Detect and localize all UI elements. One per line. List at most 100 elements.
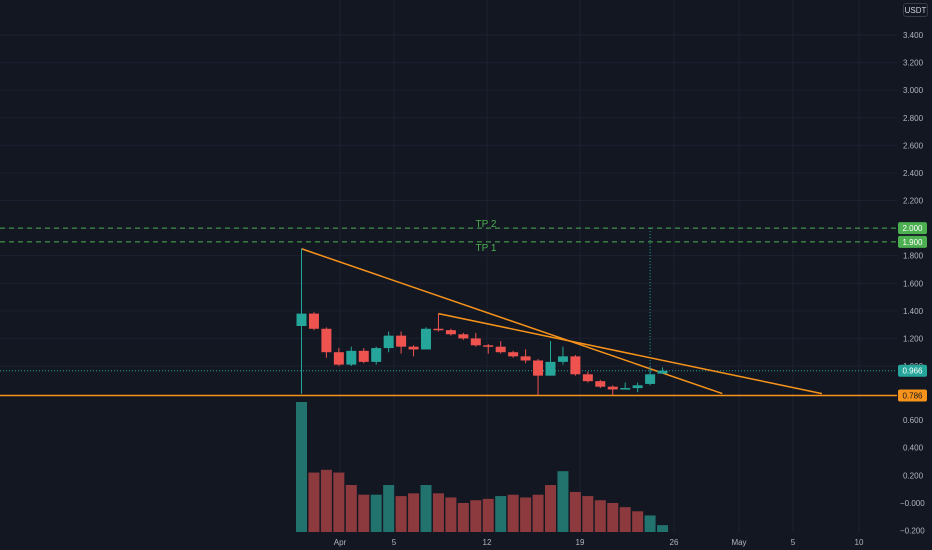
candle[interactable]	[483, 343, 494, 354]
candle[interactable]	[333, 348, 344, 366]
volume-bar	[445, 497, 457, 532]
trendlines[interactable]	[301, 248, 823, 395]
candle[interactable]	[308, 312, 319, 331]
candle[interactable]	[557, 346, 568, 365]
candle-body	[483, 345, 494, 347]
candles[interactable]	[296, 248, 668, 395]
price-tick-label: 1.200	[903, 334, 924, 343]
time-tick-label: 5	[392, 538, 397, 547]
trendline[interactable]	[301, 248, 723, 395]
candle[interactable]	[445, 328, 456, 336]
candle-body	[520, 356, 531, 361]
candle[interactable]	[595, 379, 606, 389]
volume-bar	[308, 472, 320, 532]
candle[interactable]	[607, 385, 618, 395]
time-tick-label: 5	[791, 538, 796, 547]
candle[interactable]	[358, 348, 369, 364]
candle[interactable]	[470, 332, 481, 347]
price-tick-label: 3.000	[903, 86, 924, 95]
candle[interactable]	[346, 346, 357, 366]
candle[interactable]	[533, 359, 544, 395]
volume-tick-label: 0.400	[903, 444, 924, 453]
current-price-badge: 0.966	[898, 364, 927, 377]
candle[interactable]	[645, 367, 656, 386]
candle-body	[533, 360, 544, 376]
candle[interactable]	[321, 327, 332, 358]
candle[interactable]	[383, 331, 394, 353]
price-tick-label: 2.800	[903, 114, 924, 123]
candle[interactable]	[545, 341, 556, 376]
candle[interactable]	[296, 248, 307, 394]
candle-body	[358, 350, 369, 362]
candle[interactable]	[508, 350, 519, 358]
candle-body	[582, 374, 593, 382]
candle[interactable]	[421, 327, 431, 350]
volume-bar	[520, 497, 532, 532]
volume-tick-label: 0.200	[903, 471, 924, 480]
price-tick-label: 2.200	[903, 197, 924, 206]
candle[interactable]	[495, 341, 506, 354]
time-tick-label: 19	[576, 538, 585, 547]
candle-body	[433, 328, 444, 331]
volume-bar	[345, 485, 357, 532]
candle[interactable]	[371, 346, 382, 365]
support-price-badge: 0.786	[898, 389, 927, 402]
candle-body	[333, 352, 344, 365]
candle-body	[595, 381, 606, 387]
price-tick-label: 1.600	[903, 279, 924, 288]
level-lines	[0, 227, 897, 397]
time-tick-label: 26	[670, 538, 679, 547]
volume-bar	[532, 494, 544, 532]
candle-body	[607, 386, 618, 390]
price-tick-label: 2.600	[903, 141, 924, 150]
tp2-label: TP 2	[476, 219, 497, 230]
currency-unit[interactable]: USDT	[903, 3, 928, 17]
volume-tick-label: 0.600	[903, 416, 924, 425]
candle[interactable]	[632, 382, 643, 393]
price-axis-bg	[897, 0, 932, 550]
candle-body	[632, 385, 643, 389]
volume-bar	[657, 525, 669, 532]
candle-body	[321, 328, 332, 353]
volume-bar	[420, 485, 432, 532]
volume-bar	[569, 491, 581, 532]
candle[interactable]	[458, 332, 469, 340]
volume-bar	[594, 500, 606, 532]
candle-body	[557, 356, 568, 362]
candle[interactable]	[396, 331, 407, 354]
volume-bar	[370, 494, 382, 532]
volume-bar	[358, 494, 370, 532]
time-axis[interactable]: Apr 5 12 19 26 May 5 10	[334, 538, 864, 547]
volume-bar	[333, 472, 345, 532]
trendline[interactable]	[438, 312, 823, 395]
candle-body	[408, 346, 419, 350]
candle-body	[308, 313, 319, 329]
candle-body	[396, 335, 407, 347]
candle-body	[645, 374, 656, 384]
candle-body	[296, 313, 307, 327]
price-tick-label: 3.400	[903, 31, 924, 40]
candle[interactable]	[657, 367, 668, 374]
candle[interactable]	[433, 313, 444, 332]
candle-body	[470, 338, 481, 346]
candle[interactable]	[582, 371, 593, 383]
volume-bar	[408, 493, 420, 532]
volume-bar	[395, 496, 407, 532]
price-axis[interactable]: 3.400 3.200 3.000 2.800 2.600 2.400 2.200 2.000…	[897, 0, 932, 550]
time-tick-label: 10	[855, 538, 864, 547]
volume-bar	[582, 496, 594, 532]
candle-body	[657, 370, 668, 374]
candle-body	[421, 328, 431, 350]
candle[interactable]	[570, 354, 581, 376]
volume-bar	[545, 485, 556, 532]
volume-bar	[482, 498, 494, 532]
candle[interactable]	[520, 349, 531, 364]
candle-body	[445, 330, 456, 335]
time-tick-label: Apr	[334, 538, 347, 547]
candle-body	[458, 334, 469, 339]
tp1-price-badge-text: 1.900	[902, 238, 923, 247]
candle[interactable]	[408, 345, 419, 357]
candle[interactable]	[620, 382, 631, 390]
time-tick-label: May	[731, 538, 746, 547]
